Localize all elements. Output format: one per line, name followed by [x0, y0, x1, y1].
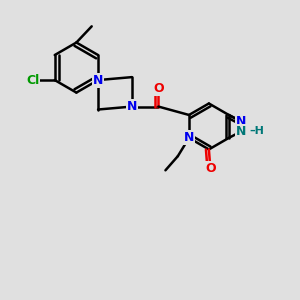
Text: N: N	[127, 100, 137, 113]
Text: Cl: Cl	[26, 74, 39, 87]
Text: N: N	[93, 74, 103, 87]
Text: O: O	[205, 162, 216, 175]
Text: O: O	[153, 82, 164, 95]
Text: N: N	[236, 125, 247, 138]
Text: –H: –H	[250, 126, 265, 136]
Text: N: N	[236, 115, 247, 128]
Text: N: N	[184, 131, 194, 144]
